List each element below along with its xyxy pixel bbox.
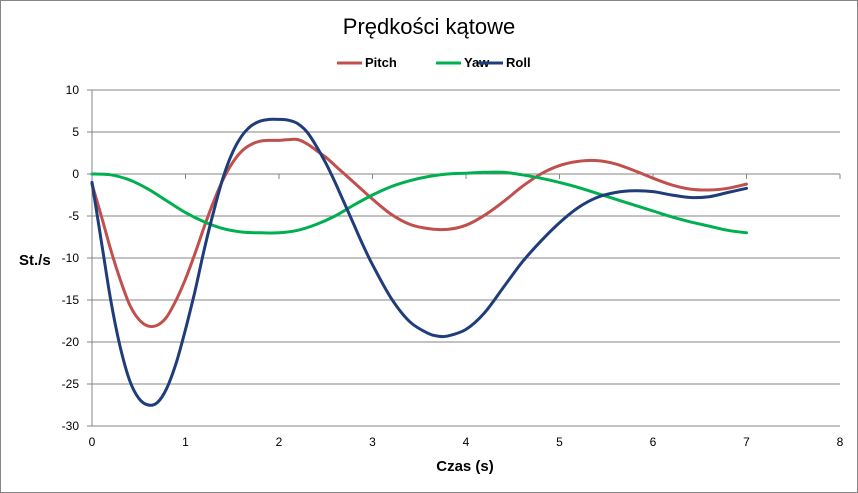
- y-tick-label: -20: [62, 335, 80, 349]
- x-tick-label: 1: [182, 435, 189, 449]
- legend-label-pitch: Pitch: [365, 55, 397, 70]
- series-line-roll: [90, 117, 748, 407]
- y-tick-label: -30: [62, 419, 80, 433]
- series-line-pitch: [90, 137, 748, 329]
- series-line-yaw: [90, 170, 748, 235]
- y-tick-label: 5: [72, 125, 79, 139]
- x-tick-label: 8: [837, 435, 844, 449]
- y-axis-label: St./s: [19, 252, 51, 269]
- x-tick-label: 5: [556, 435, 563, 449]
- legend: Pitch Yaw Roll: [337, 55, 531, 70]
- x-tick-label: 3: [369, 435, 376, 449]
- x-tick-label: 7: [743, 435, 750, 449]
- y-tick-label: -10: [62, 251, 80, 265]
- series-lines: [90, 117, 748, 407]
- gridlines: [92, 89, 840, 385]
- legend-label-yaw: Yaw: [464, 55, 490, 70]
- y-tick-label: 0: [72, 167, 79, 181]
- y-axis-ticks: 10 5 0 -5 -10 -15 -20 -25 -30: [62, 83, 92, 433]
- y-tick-label: -5: [68, 209, 79, 223]
- x-axis-label: Czas (s): [436, 458, 494, 475]
- y-tick-label: -15: [62, 293, 80, 307]
- x-tick-label: 0: [89, 435, 96, 449]
- x-tick-label: 6: [650, 435, 657, 449]
- x-axis-ticks: 0 1 2 3 4 5 6 7 8: [89, 174, 844, 449]
- chart-title: Prędkości kątowe: [343, 14, 515, 39]
- legend-label-roll: Roll: [506, 55, 531, 70]
- x-tick-label: 4: [463, 435, 470, 449]
- y-tick-label: -25: [62, 377, 80, 391]
- x-tick-label: 2: [276, 435, 283, 449]
- y-tick-label: 10: [66, 83, 80, 97]
